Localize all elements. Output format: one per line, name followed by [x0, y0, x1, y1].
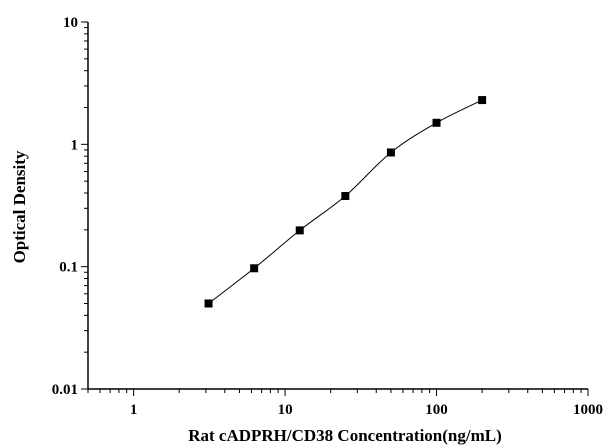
y-axis-title: Optical Density [10, 150, 29, 263]
data-point [250, 264, 259, 273]
x-tick-label: 10 [278, 402, 293, 418]
ticks: 1 10 100 1000 0.01 0.1 1 10 [52, 15, 603, 418]
data-point [478, 96, 487, 105]
y-tick-label: 10 [63, 15, 78, 31]
data-point [204, 299, 213, 308]
data-point [295, 226, 304, 235]
x-axis-title: Rat cADPRH/CD38 Concentration(ng/mL) [188, 426, 502, 445]
x-tick-label: 1 [130, 402, 138, 418]
y-tick-label: 1 [71, 137, 79, 153]
x-tick-label: 1000 [573, 402, 603, 418]
y-tick-label: 0.1 [59, 260, 78, 276]
data-points [204, 96, 487, 308]
data-point [432, 118, 441, 127]
data-point [341, 192, 350, 201]
axes [87, 22, 588, 390]
data-point [386, 148, 395, 157]
x-tick-label: 100 [425, 402, 448, 418]
fit-curve [208, 99, 483, 304]
fit-curve-group [208, 99, 483, 304]
y-tick-label: 0.01 [52, 382, 78, 398]
